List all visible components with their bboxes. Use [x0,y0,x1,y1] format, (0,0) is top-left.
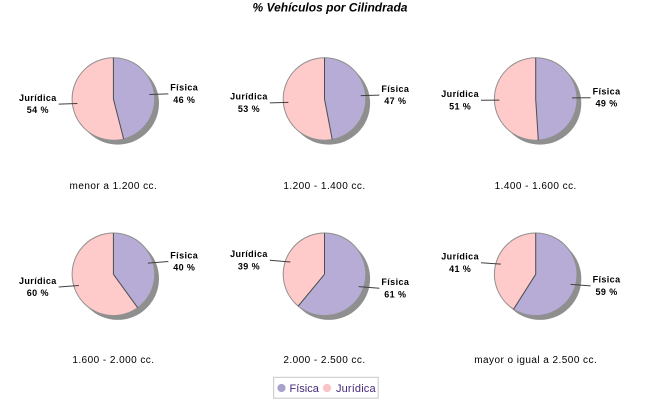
svg-text:Jurídica: Jurídica [230,249,268,259]
svg-text:60 %: 60 % [27,288,49,298]
svg-text:% Vehículos por Cilindrada: % Vehículos por Cilindrada [253,1,408,15]
svg-text:54 %: 54 % [27,105,49,115]
svg-text:Jurídica: Jurídica [19,93,57,103]
svg-text:1.600 - 2.000 cc.: 1.600 - 2.000 cc. [72,355,154,366]
svg-text:Física: Física [170,83,199,93]
svg-text:Jurídica: Jurídica [441,89,479,99]
svg-text:Jurídica: Jurídica [19,276,57,286]
svg-text:47 %: 47 % [384,96,406,106]
svg-text:Física: Física [381,277,410,287]
svg-text:61 %: 61 % [384,289,406,299]
svg-text:59 %: 59 % [595,287,617,297]
svg-text:Física: Física [381,84,410,94]
svg-text:Física: Física [170,250,199,260]
svg-text:1.200 - 1.400 cc.: 1.200 - 1.400 cc. [283,181,365,192]
svg-text:Jurídica: Jurídica [336,383,376,395]
svg-text:mayor o igual a 2.500 cc.: mayor o igual a 2.500 cc. [474,355,597,366]
svg-text:53 %: 53 % [238,104,260,114]
svg-text:46 %: 46 % [173,95,195,105]
svg-text:49 %: 49 % [595,99,617,109]
svg-text:Física: Física [290,383,320,395]
svg-text:Física: Física [593,87,622,97]
svg-text:Jurídica: Jurídica [441,252,479,262]
svg-text:1.400 - 1.600 cc.: 1.400 - 1.600 cc. [495,181,577,192]
svg-text:Física: Física [593,275,622,285]
svg-text:2.000 - 2.500 cc.: 2.000 - 2.500 cc. [283,355,365,366]
svg-text:Jurídica: Jurídica [230,92,268,102]
svg-text:41 %: 41 % [449,264,471,274]
svg-text:39 %: 39 % [238,261,260,271]
svg-text:menor a 1.200 cc.: menor a 1.200 cc. [70,181,158,192]
svg-text:40 %: 40 % [173,263,195,273]
svg-text:51 %: 51 % [449,101,471,111]
